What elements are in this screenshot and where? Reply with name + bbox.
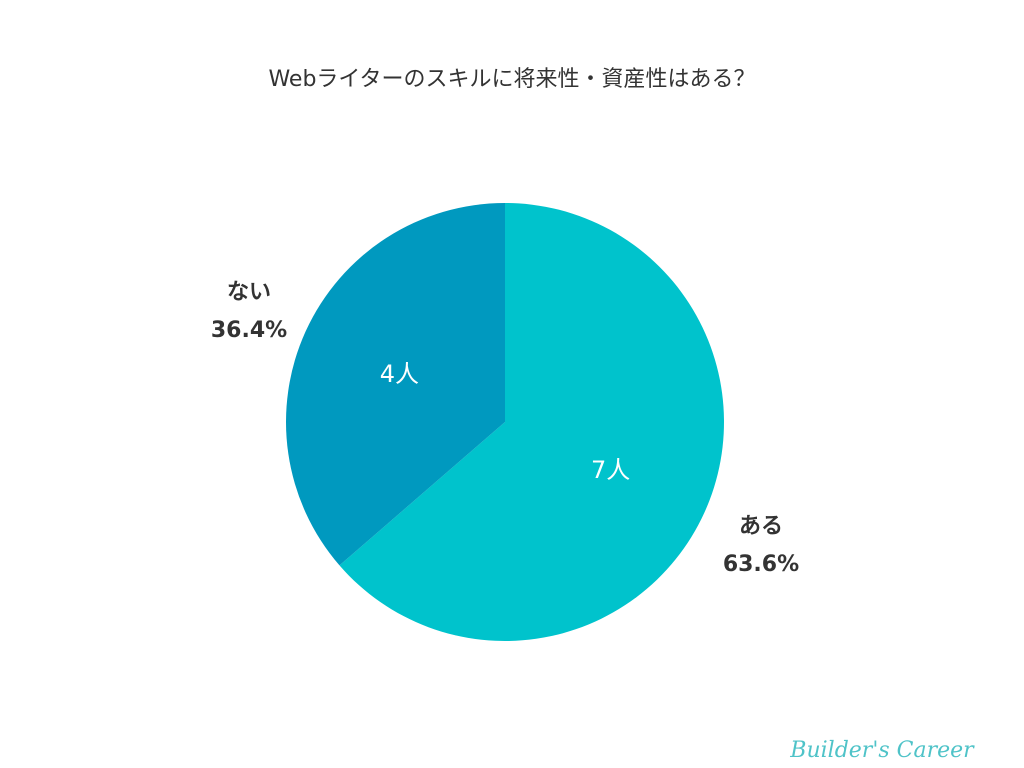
slice-category-label-1: ない <box>227 280 271 305</box>
slice-percent-label-1: 36.4% <box>211 318 287 343</box>
chart-title: Webライターのスキルに将来性・資産性はある？ <box>268 67 755 92</box>
watermark-logo: Builder's Career <box>789 738 975 763</box>
slice-category-label-0: ある <box>739 514 783 539</box>
pie-slices <box>286 202 725 642</box>
pie-slice-0 <box>339 202 725 642</box>
slice-percent-label-0: 63.6% <box>723 552 799 577</box>
slice-count-label-0: 7人 <box>591 456 630 484</box>
slice-count-label-1: 4人 <box>380 360 419 388</box>
pie-slice-1 <box>286 203 505 566</box>
